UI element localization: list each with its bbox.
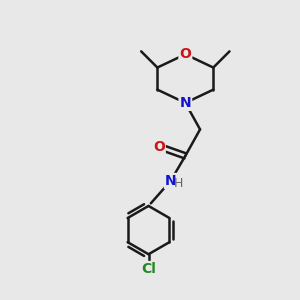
Text: N: N [179,96,191,110]
Text: Cl: Cl [141,262,156,276]
Text: H: H [174,177,184,190]
Text: O: O [179,47,191,61]
Text: O: O [153,140,165,154]
Text: N: N [165,174,176,188]
